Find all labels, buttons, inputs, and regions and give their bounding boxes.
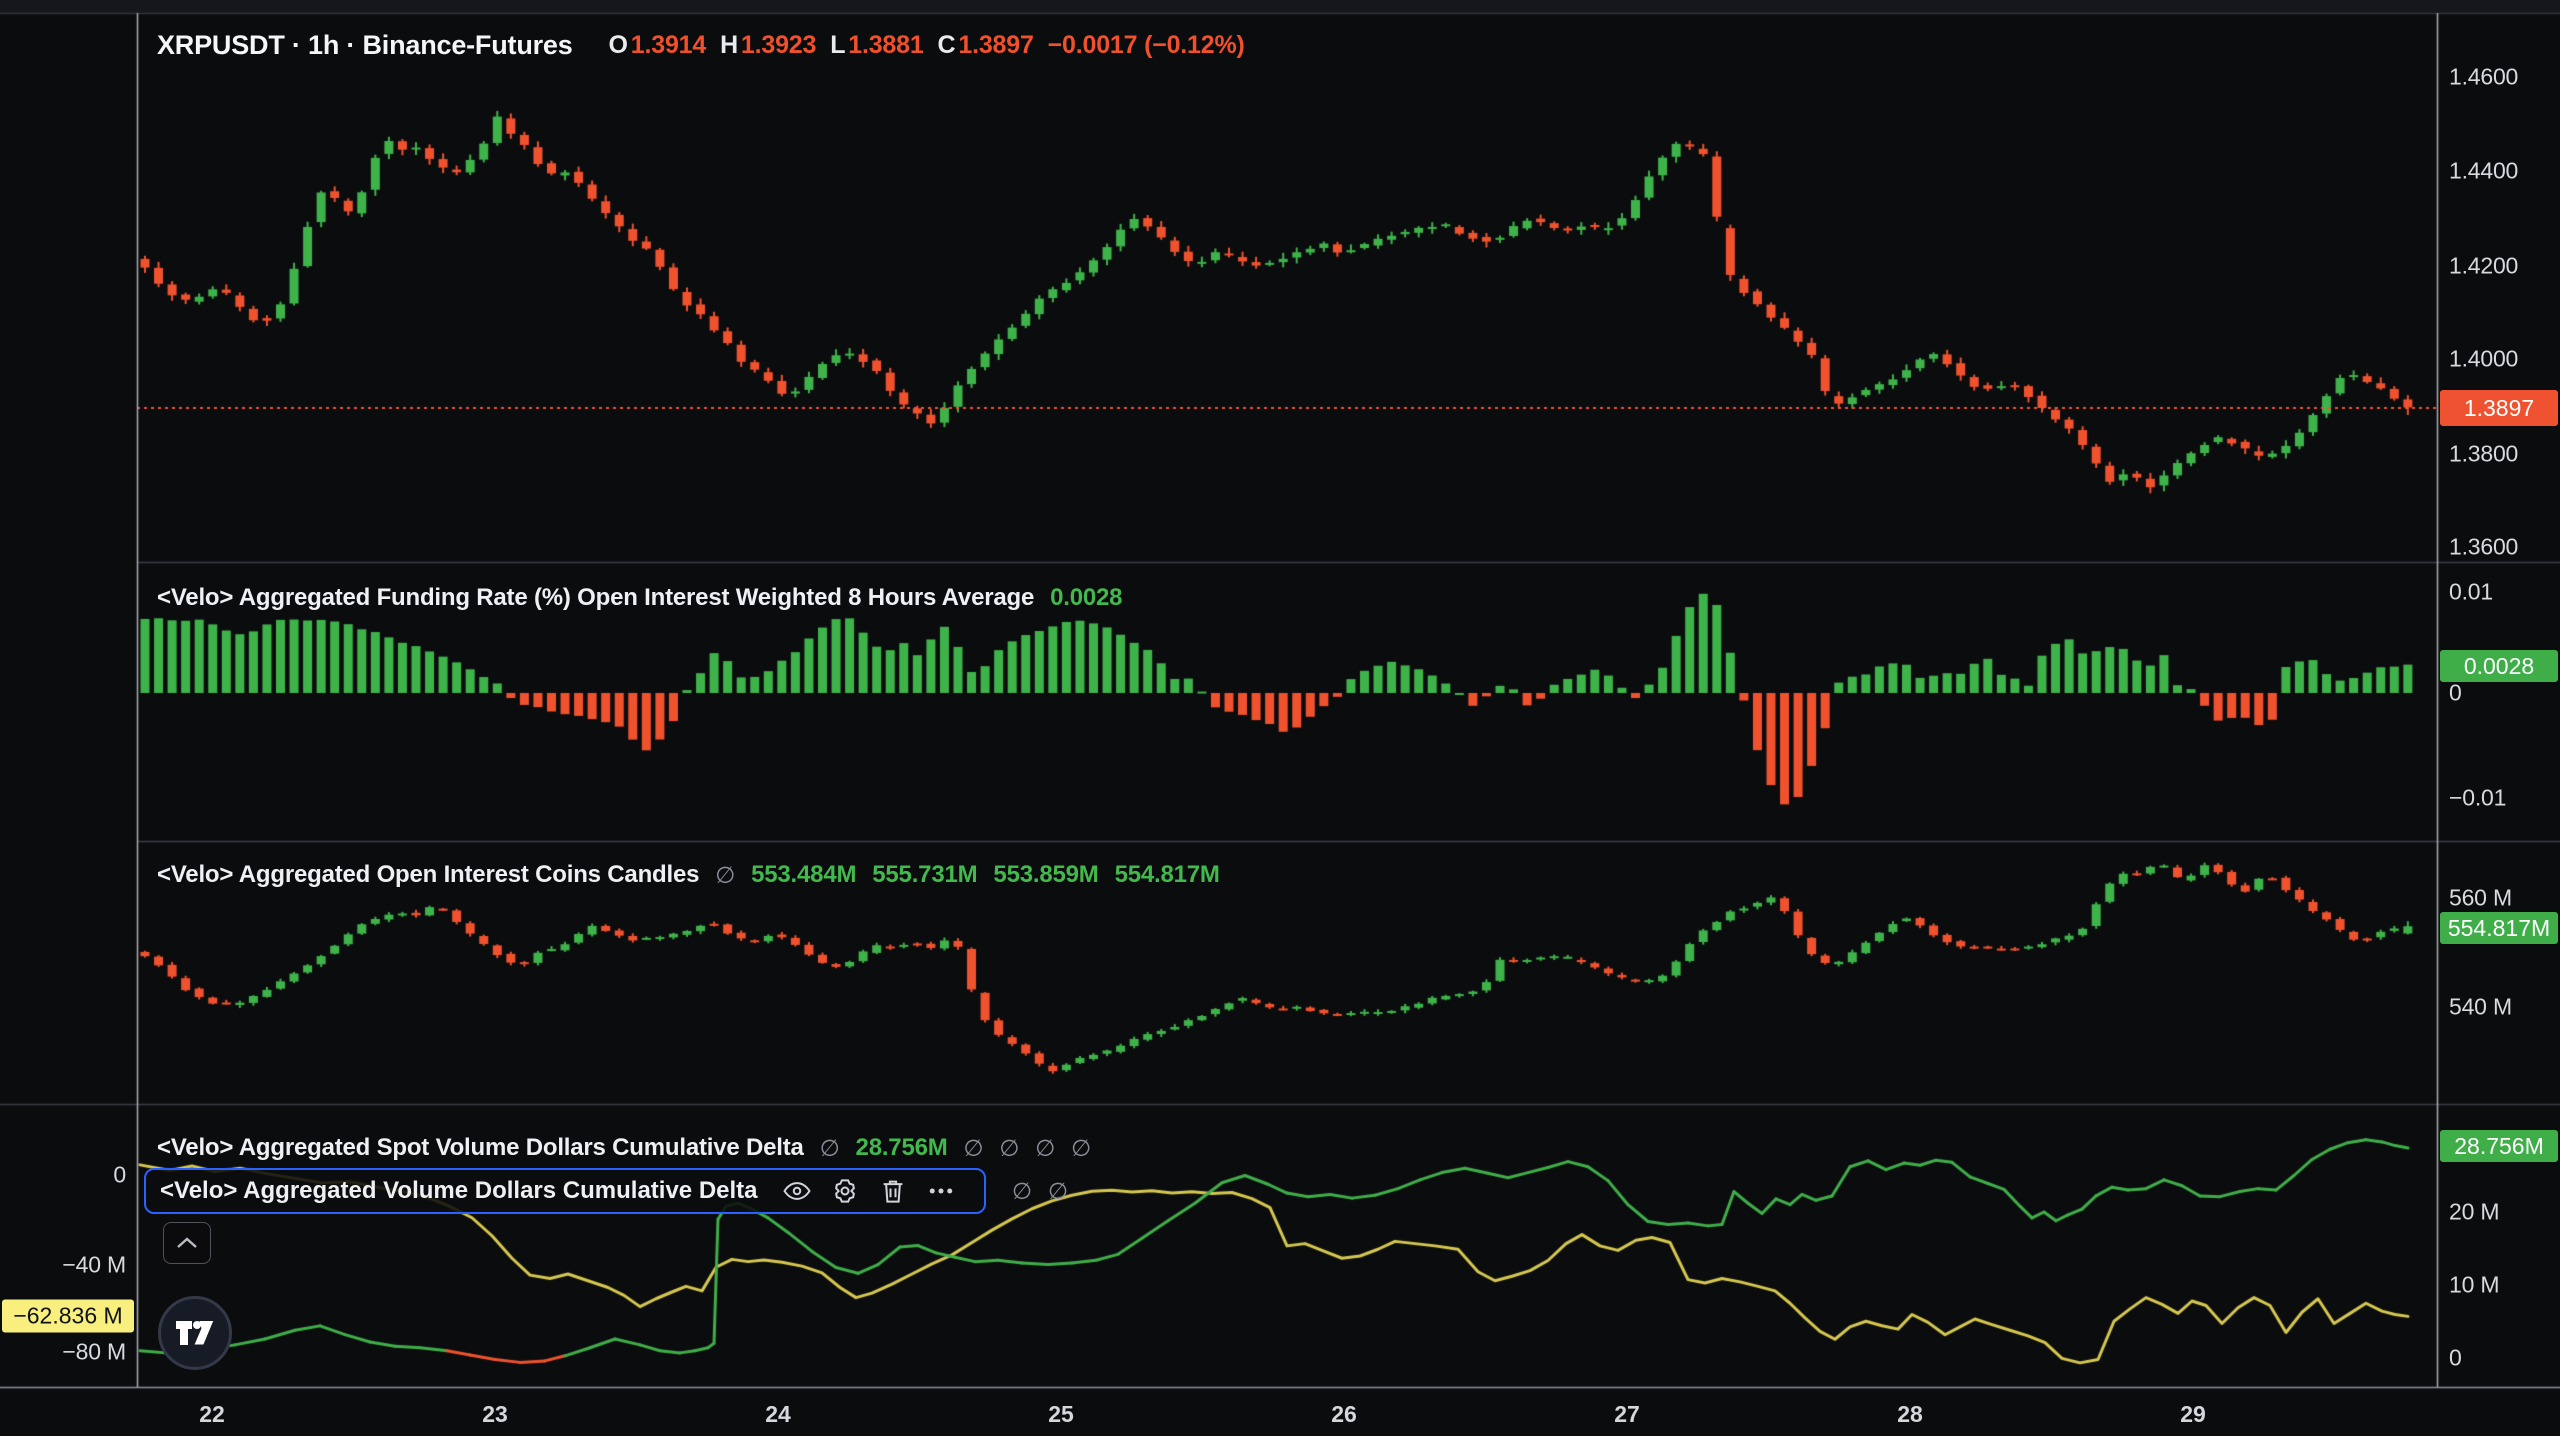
high-value: 1.3923	[740, 31, 817, 59]
empty-value-icon: ∅	[1071, 1134, 1091, 1161]
funding-title: <Velo> Aggregated Funding Rate (%) Open …	[157, 584, 1035, 611]
axis-tick-label: −80 M	[62, 1338, 126, 1365]
oi-ohlc-value: 555.731M	[872, 861, 978, 888]
time-axis-label: 27	[1614, 1401, 1640, 1427]
low-label: L	[830, 31, 846, 59]
gear-icon[interactable]	[830, 1176, 860, 1206]
funding-value-badge: 0.0028	[2440, 650, 2558, 682]
empty-value-icon: ∅	[715, 861, 736, 888]
empty-value-icon: ∅	[819, 1134, 840, 1161]
tradingview-logo[interactable]	[158, 1296, 232, 1370]
empty-value-icon: ∅	[1012, 1177, 1033, 1204]
eye-icon[interactable]	[782, 1176, 812, 1206]
axis-tick-label: 0.01	[2449, 578, 2493, 605]
spot-cvd-empty-values: ∅ ∅ ∅ ∅	[948, 1134, 1092, 1162]
axis-tick-label: −40 M	[62, 1251, 126, 1278]
oi-value-badge: 554.817M	[2440, 912, 2558, 944]
collapse-pane-button[interactable]	[163, 1222, 211, 1264]
axis-tick-label: 10 M	[2449, 1271, 2500, 1298]
oi-title: <Velo> Aggregated Open Interest Coins Ca…	[157, 861, 700, 888]
axis-tick-label: 0	[113, 1161, 126, 1188]
chevron-up-icon	[177, 1237, 197, 1248]
vol-cvd-empty-values: ∅ ∅	[996, 1168, 1068, 1214]
spot-cvd-title: <Velo> Aggregated Spot Volume Dollars Cu…	[157, 1134, 804, 1161]
time-axis-label: 22	[199, 1401, 225, 1427]
axis-tick-label: 20 M	[2449, 1198, 2500, 1225]
oi-ohlc-value: 553.859M	[993, 861, 1099, 888]
spot-cvd-value: 28.756M	[855, 1134, 948, 1161]
open-label: O	[608, 31, 628, 59]
empty-value-icon: ∅	[1048, 1177, 1069, 1204]
empty-value-icon: ∅	[963, 1134, 984, 1161]
time-axis-label: 24	[765, 1401, 791, 1427]
funding-value: 0.0028	[1050, 584, 1123, 611]
funding-legend[interactable]: <Velo> Aggregated Funding Rate (%) Open …	[157, 584, 1123, 612]
time-axis-label: 25	[1048, 1401, 1074, 1427]
close-value: 1.3897	[958, 31, 1034, 59]
axis-tick-label: 0	[2449, 679, 2462, 706]
axis-tick-label: 0	[2449, 1344, 2462, 1371]
low-value: 1.3881	[848, 31, 924, 59]
symbol-title: XRPUSDT · 1h · Binance-Futures	[157, 30, 573, 60]
axis-tick-label: 1.4400	[2449, 157, 2519, 184]
symbol-legend[interactable]: XRPUSDT · 1h · Binance-Futures O 1.3914 …	[157, 30, 1245, 61]
axis-tick-label: 1.3600	[2449, 533, 2519, 560]
legend-toolbar	[782, 1176, 956, 1206]
oi-ohlc-value: 554.817M	[1114, 861, 1220, 888]
empty-value-icon: ∅	[1035, 1134, 1056, 1161]
axis-tick-label: 1.4000	[2449, 345, 2519, 372]
tradingview-logo-glyph	[176, 1320, 214, 1345]
change-value: −0.0017 (−0.12%)	[1047, 31, 1245, 59]
oi-ohlc-values: 553.484M 555.731M 553.859M 554.817M	[735, 861, 1220, 889]
oi-ohlc-value: 553.484M	[751, 861, 857, 888]
vol-cvd-title: <Velo> Aggregated Volume Dollars Cumulat…	[160, 1177, 758, 1204]
last-price-badge: 1.3897	[2440, 390, 2558, 426]
spot-cvd-legend[interactable]: <Velo> Aggregated Spot Volume Dollars Cu…	[157, 1134, 1091, 1162]
axis-tick-label: −0.01	[2449, 784, 2507, 811]
time-axis-label: 29	[2180, 1401, 2206, 1427]
high-label: H	[720, 31, 738, 59]
open-value: 1.3914	[630, 31, 707, 59]
axis-tick-label: 1.4600	[2449, 63, 2519, 90]
vol-cvd-legend-selected[interactable]: <Velo> Aggregated Volume Dollars Cumulat…	[144, 1168, 986, 1214]
more-options-icon[interactable]	[926, 1176, 956, 1206]
spot-cvd-value-badge: 28.756M	[2440, 1130, 2558, 1162]
vol-cvd-value-badge: −62.836 M	[2, 1299, 134, 1333]
axis-tick-label: 560 M	[2449, 884, 2512, 911]
axis-tick-label: 540 M	[2449, 993, 2512, 1020]
close-label: C	[937, 31, 956, 59]
time-axis-label: 23	[482, 1401, 508, 1427]
time-axis-label: 26	[1331, 1401, 1357, 1427]
trash-icon[interactable]	[878, 1176, 908, 1206]
axis-tick-label: 1.4200	[2449, 252, 2519, 279]
axis-tick-label: 1.3800	[2449, 440, 2519, 467]
time-axis-label: 28	[1897, 1401, 1923, 1427]
oi-legend[interactable]: <Velo> Aggregated Open Interest Coins Ca…	[157, 861, 1220, 889]
empty-value-icon: ∅	[999, 1134, 1020, 1161]
